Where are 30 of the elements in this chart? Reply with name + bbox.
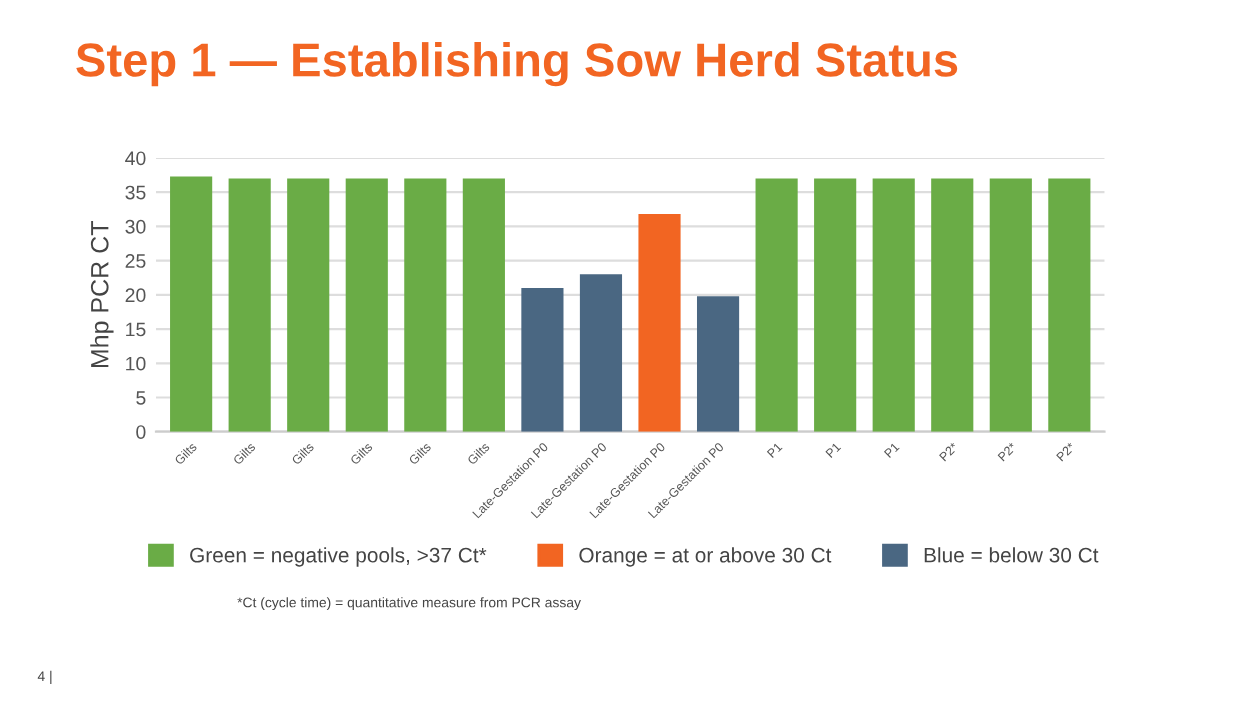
y-axis-title: Mhp PCR CT (90, 221, 114, 368)
legend-label: Orange = at or above 30 Ct (579, 547, 832, 567)
bar (228, 178, 271, 432)
bar (989, 178, 1032, 432)
y-tick-label: 5 (136, 391, 146, 405)
bar (287, 178, 330, 432)
bar (170, 176, 213, 432)
bar (638, 214, 681, 432)
bar (814, 178, 857, 432)
bar (872, 178, 915, 432)
bar (579, 274, 623, 432)
y-tick-label: 40 (125, 151, 146, 166)
chart-title: Step 1 — Establishing Sow Herd Status (76, 42, 958, 87)
legend-label: Blue = below 30 Ct (924, 547, 1099, 563)
y-tick-label: 15 (126, 322, 146, 337)
y-tick-label: 20 (125, 288, 146, 303)
legend-label: Green = negative pools, >37 Ct* (190, 547, 487, 567)
bar (345, 178, 388, 432)
bar (931, 178, 974, 432)
bar (1048, 178, 1091, 432)
y-tick-label: 0 (136, 425, 146, 439)
bar (404, 178, 447, 432)
y-tick-label: 35 (125, 185, 146, 200)
bar (696, 296, 740, 432)
bar (462, 178, 505, 432)
y-tick-label: 10 (126, 356, 146, 371)
y-tick-label: 25 (125, 254, 146, 268)
bar (755, 178, 798, 432)
y-tick-label: 30 (125, 219, 146, 234)
bar (521, 288, 564, 432)
